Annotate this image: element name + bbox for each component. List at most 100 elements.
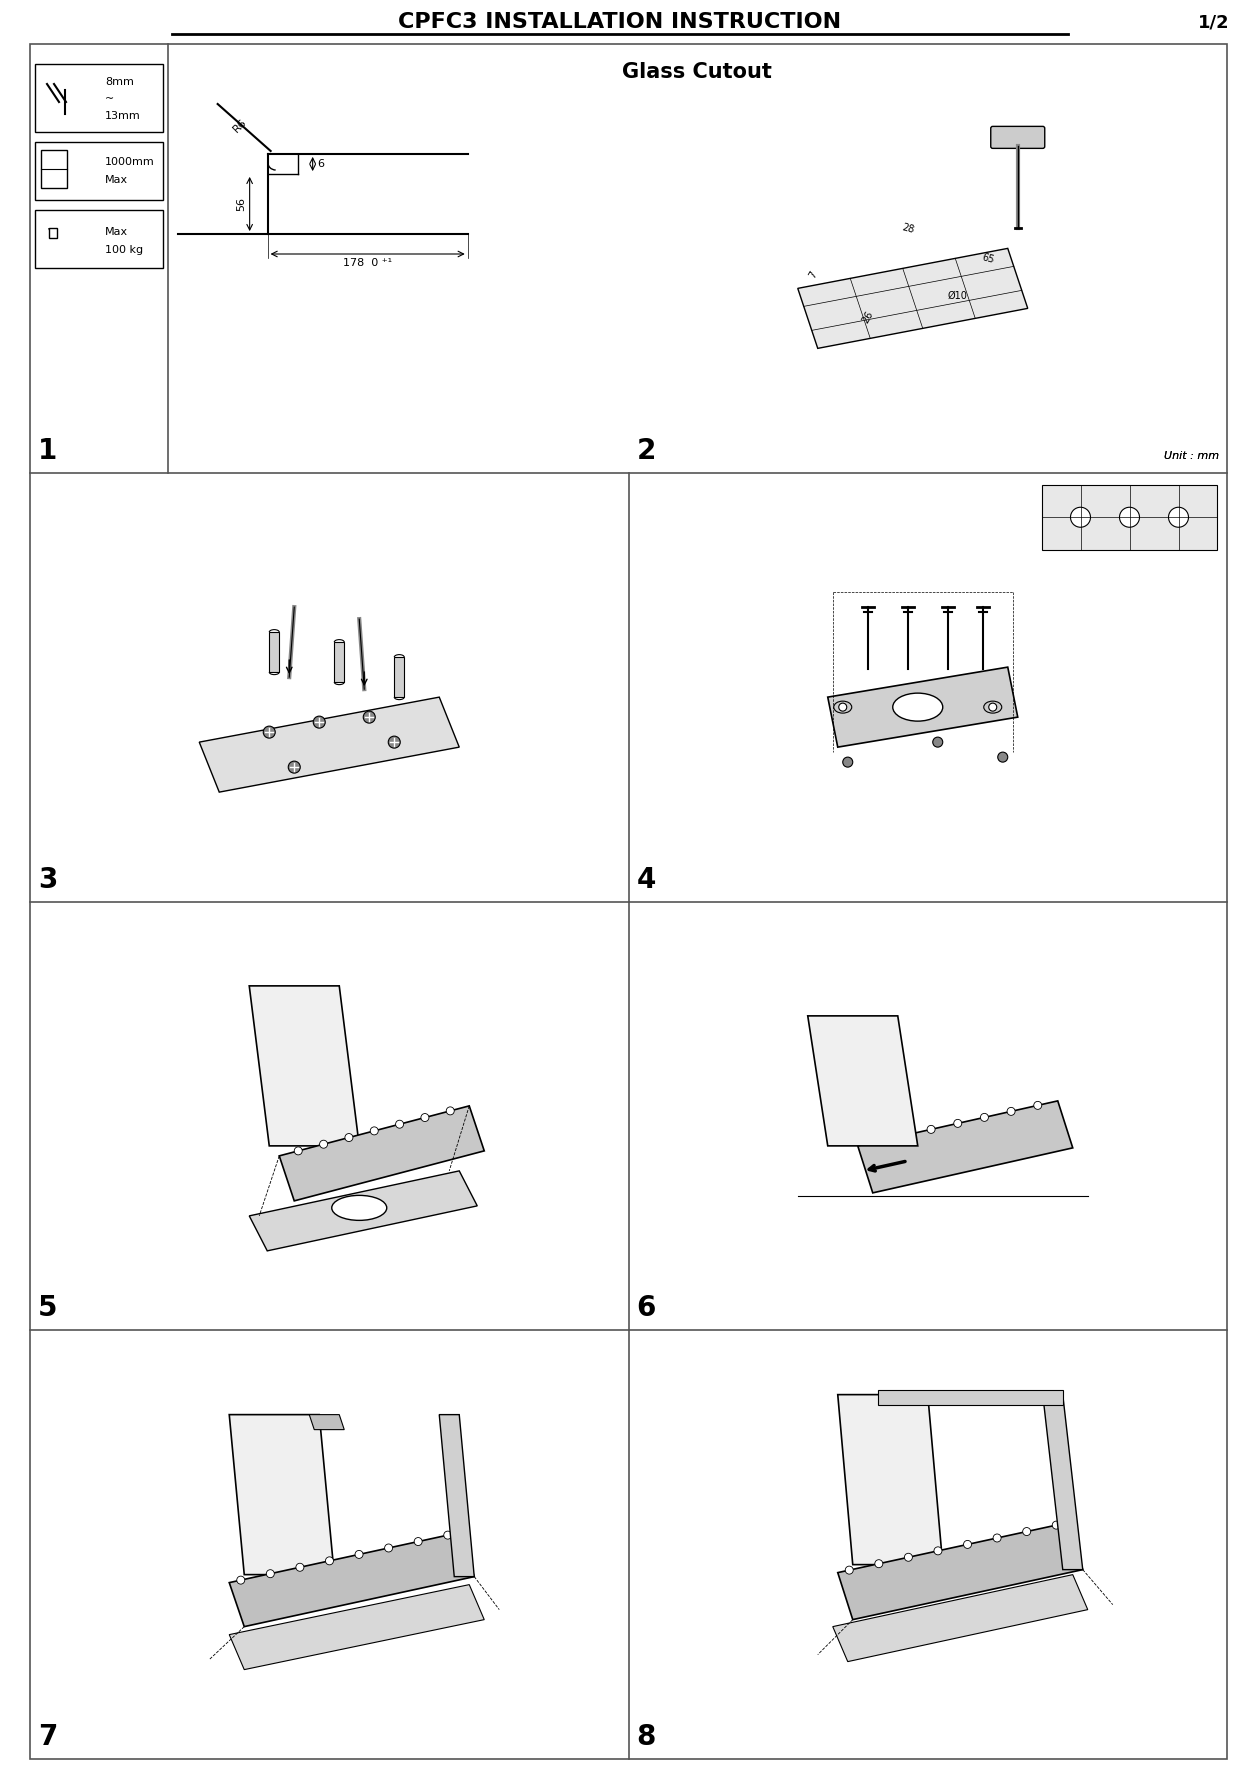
Polygon shape — [229, 1415, 334, 1574]
Circle shape — [313, 716, 326, 729]
Text: 6: 6 — [636, 1295, 656, 1321]
Circle shape — [421, 1113, 429, 1122]
Polygon shape — [877, 1390, 1062, 1405]
Circle shape — [385, 1544, 392, 1551]
Circle shape — [1023, 1528, 1031, 1535]
Polygon shape — [832, 1574, 1087, 1661]
Circle shape — [1007, 1107, 1016, 1116]
Text: 8mm: 8mm — [106, 78, 134, 87]
Text: 3: 3 — [38, 865, 58, 893]
Circle shape — [993, 1534, 1001, 1543]
Bar — [395, 656, 405, 697]
Bar — [35, 211, 162, 267]
Text: 6: 6 — [318, 159, 324, 170]
Text: 7: 7 — [807, 271, 818, 280]
Circle shape — [414, 1537, 422, 1546]
Polygon shape — [828, 667, 1018, 747]
Bar — [269, 632, 279, 672]
Circle shape — [904, 1553, 913, 1562]
Circle shape — [263, 725, 275, 738]
Text: 100 kg: 100 kg — [106, 244, 143, 255]
Circle shape — [1169, 508, 1189, 527]
Text: 28: 28 — [900, 223, 915, 235]
Circle shape — [326, 1557, 333, 1566]
Text: 56: 56 — [236, 196, 246, 211]
Text: 2: 2 — [636, 437, 656, 465]
Circle shape — [964, 1541, 972, 1548]
Text: 13mm: 13mm — [106, 111, 141, 120]
Text: 5: 5 — [38, 1295, 58, 1321]
Text: 65: 65 — [980, 253, 996, 265]
Polygon shape — [439, 1415, 474, 1576]
Circle shape — [344, 1134, 353, 1141]
Circle shape — [998, 752, 1008, 762]
Circle shape — [934, 1546, 941, 1555]
Circle shape — [288, 761, 300, 773]
Circle shape — [354, 1550, 363, 1558]
Text: Unit : mm: Unit : mm — [1164, 451, 1219, 460]
Circle shape — [954, 1120, 962, 1127]
Circle shape — [875, 1560, 882, 1567]
Polygon shape — [249, 1171, 478, 1251]
Text: 1: 1 — [38, 437, 58, 465]
Text: Ø10: Ø10 — [948, 290, 968, 301]
Circle shape — [845, 1566, 854, 1574]
Circle shape — [396, 1120, 403, 1129]
Circle shape — [371, 1127, 378, 1136]
Circle shape — [236, 1576, 245, 1583]
Text: ~: ~ — [106, 94, 114, 104]
Polygon shape — [279, 1106, 484, 1201]
Text: 8: 8 — [636, 1723, 656, 1751]
Circle shape — [446, 1107, 454, 1114]
Text: 7: 7 — [38, 1723, 58, 1751]
Circle shape — [874, 1137, 881, 1145]
Polygon shape — [200, 697, 459, 793]
Text: 178  0 ⁺¹: 178 0 ⁺¹ — [343, 258, 392, 267]
Ellipse shape — [332, 1196, 387, 1221]
Circle shape — [1033, 1102, 1042, 1109]
Polygon shape — [309, 1415, 344, 1429]
FancyBboxPatch shape — [991, 126, 1045, 149]
Text: 1/2: 1/2 — [1198, 12, 1231, 32]
Polygon shape — [249, 985, 360, 1146]
Polygon shape — [837, 1394, 943, 1564]
Circle shape — [319, 1141, 328, 1148]
Polygon shape — [857, 1100, 1072, 1192]
Circle shape — [989, 702, 997, 711]
Bar — [35, 64, 162, 133]
Ellipse shape — [833, 701, 852, 713]
Text: Unit : mm: Unit : mm — [1164, 451, 1219, 460]
Circle shape — [388, 736, 400, 748]
Text: R6: R6 — [231, 117, 249, 134]
Text: Glass Cutout: Glass Cutout — [622, 62, 772, 81]
Circle shape — [1052, 1521, 1060, 1528]
Ellipse shape — [984, 701, 1002, 713]
Ellipse shape — [892, 693, 943, 722]
Circle shape — [928, 1125, 935, 1134]
Text: 1000mm: 1000mm — [106, 157, 155, 166]
Bar — [41, 150, 67, 188]
Circle shape — [900, 1132, 909, 1139]
Circle shape — [444, 1532, 451, 1539]
Bar — [49, 228, 57, 239]
Circle shape — [838, 702, 847, 711]
Circle shape — [266, 1569, 274, 1578]
Bar — [35, 142, 162, 200]
Circle shape — [294, 1146, 302, 1155]
Circle shape — [1071, 508, 1091, 527]
Text: CPFC3 INSTALLATION INSTRUCTION: CPFC3 INSTALLATION INSTRUCTION — [398, 12, 842, 32]
Circle shape — [363, 711, 376, 724]
Polygon shape — [229, 1585, 484, 1670]
Circle shape — [295, 1564, 304, 1571]
Polygon shape — [1043, 1394, 1082, 1569]
Circle shape — [842, 757, 852, 768]
Polygon shape — [229, 1532, 474, 1627]
Text: 4: 4 — [636, 865, 656, 893]
Circle shape — [1120, 508, 1140, 527]
Circle shape — [933, 738, 943, 747]
Polygon shape — [837, 1523, 1082, 1620]
Text: Max: Max — [106, 226, 128, 237]
Text: 26: 26 — [860, 310, 875, 325]
Bar — [334, 642, 344, 683]
Circle shape — [980, 1113, 988, 1122]
